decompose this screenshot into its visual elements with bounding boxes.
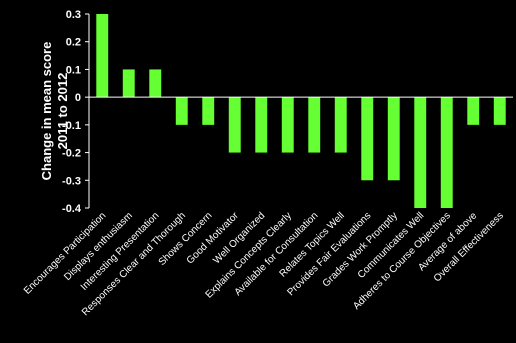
bar: [255, 97, 268, 153]
bar: [308, 97, 321, 153]
bar: [334, 97, 347, 153]
bar: [149, 69, 162, 98]
y-axis-label-line-2: 2011 to 2012: [55, 73, 70, 150]
bar: [122, 69, 135, 98]
bars: [96, 14, 506, 208]
bar: [387, 97, 400, 181]
axes: [88, 14, 513, 208]
bar: [175, 97, 188, 125]
y-tick-label: 0.2: [66, 37, 81, 49]
y-tick-label: 0.1: [66, 64, 81, 76]
bar: [467, 97, 480, 125]
bar: [361, 97, 374, 181]
y-tick-label: -0.4: [62, 203, 82, 215]
bar: [228, 97, 241, 153]
bar: [202, 97, 215, 125]
y-tick-label: -0.2: [62, 148, 81, 160]
y-tick-label: 0.3: [66, 9, 81, 21]
bar: [281, 97, 294, 153]
y-tick-label: 0: [75, 92, 81, 104]
bar: [440, 97, 453, 208]
bar: [493, 97, 506, 125]
bar: [414, 97, 427, 208]
y-axis-ticks: 0.3 0.2 0.1 0 -0.1 -0.2 -0.3 -0.4: [62, 9, 89, 215]
y-axis-label-line-1: Change in mean score: [39, 42, 54, 181]
bar: [96, 14, 109, 98]
y-tick-label: -0.3: [62, 175, 81, 187]
y-tick-label: -0.1: [62, 120, 81, 132]
